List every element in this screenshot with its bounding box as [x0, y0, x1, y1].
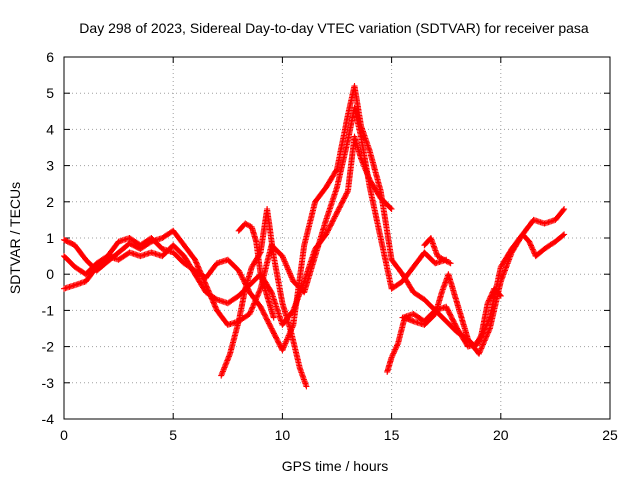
x-tick-label: 20: [493, 427, 509, 443]
y-axis-label: SDTVAR / TECUs: [7, 182, 23, 294]
axis-ticks: 0 5 10 15 20 25 -4 -3 -2 -1 0 1 2 3 4 5 6: [42, 49, 618, 443]
series-sat-a: [61, 104, 450, 328]
x-tick-label: 5: [169, 427, 177, 443]
x-tick-label: 10: [275, 427, 291, 443]
x-tick-label: 25: [602, 427, 618, 443]
series-sat-d: [218, 206, 310, 390]
y-tick-label: -2: [42, 339, 55, 355]
grid-lines: [64, 57, 610, 419]
series-markers: [218, 206, 310, 390]
y-tick-label: 4: [46, 121, 54, 137]
series-markers: [399, 231, 568, 350]
y-tick-label: 3: [46, 158, 54, 174]
x-axis-label: GPS time / hours: [282, 458, 389, 474]
y-tick-label: 6: [46, 49, 54, 65]
x-tick-label: 0: [60, 427, 68, 443]
y-tick-label: 0: [46, 266, 54, 282]
y-tick-label: 1: [46, 230, 54, 246]
y-tick-label: 2: [46, 194, 54, 210]
series-sat-h: [421, 235, 454, 267]
series-sat-g: [399, 231, 568, 350]
y-tick-label: -3: [42, 375, 55, 391]
series-markers: [61, 104, 450, 328]
x-tick-label: 15: [384, 427, 400, 443]
y-tick-label: 5: [46, 85, 54, 101]
data-series: [61, 83, 568, 390]
y-tick-label: -1: [42, 302, 55, 318]
y-tick-label: -4: [42, 411, 55, 427]
series-markers: [421, 235, 454, 267]
chart-title: Day 298 of 2023, Sidereal Day-to-day VTE…: [79, 20, 589, 36]
series-markers: [235, 220, 277, 321]
series-sat-e: [235, 220, 277, 321]
